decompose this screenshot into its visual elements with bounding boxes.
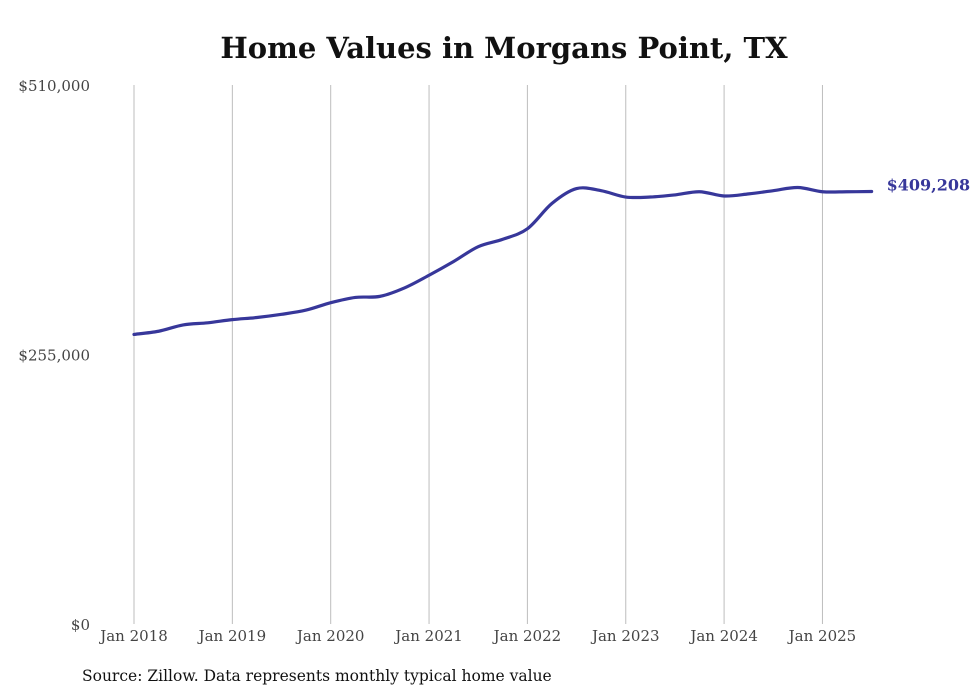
end-labels: $409,208: [887, 176, 971, 195]
x-tick-label: Jan 2020: [295, 627, 365, 645]
x-tick-label: Jan 2018: [98, 627, 168, 645]
end-value-label: $409,208: [887, 176, 971, 195]
y-axis-ticks: $0 $255,000 $510,000: [18, 77, 90, 634]
y-tick-label: $255,000: [18, 347, 90, 365]
series-layer: [132, 185, 874, 337]
x-axis-ticks: Jan 2018 Jan 2019 Jan 2020 Jan 2021 Jan 2022…: [98, 627, 856, 645]
x-tick-label: Jan 2022: [492, 627, 562, 645]
x-tick-label: Jan 2019: [197, 627, 267, 645]
series-line: [132, 185, 874, 337]
x-tick-label: Jan 2025: [787, 627, 857, 645]
y-tick-label: $510,000: [18, 77, 90, 95]
x-tick-label: Jan 2023: [590, 627, 660, 645]
source-note: Source: Zillow. Data represents monthly …: [82, 667, 552, 685]
chart-title: Home Values in Morgans Point, TX: [220, 31, 788, 65]
x-tick-label: Jan 2024: [688, 627, 758, 645]
x-tick-label: Jan 2021: [393, 627, 463, 645]
y-tick-label: $0: [71, 616, 90, 634]
grid-lines: [133, 85, 823, 624]
